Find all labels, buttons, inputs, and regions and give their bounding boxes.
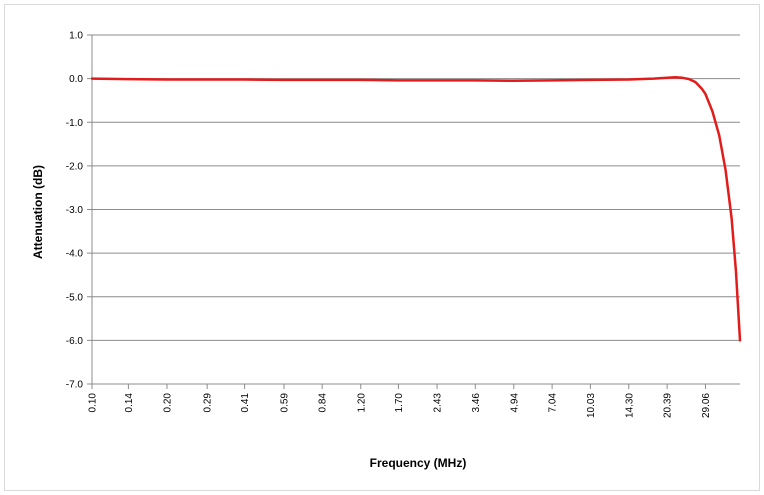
x-tick-label: 1.20: [356, 393, 367, 413]
y-tick-label: -3.0: [66, 205, 84, 216]
x-tick-label: 29.06: [701, 393, 712, 418]
x-tick-label: 0.84: [318, 393, 329, 413]
x-tick-label: 10.03: [586, 393, 597, 418]
y-tick-label: -2.0: [66, 161, 84, 172]
x-tick-label: 2.43: [433, 393, 444, 413]
x-tick-label: 20.39: [663, 393, 674, 418]
y-tick-label: 1.0: [69, 31, 83, 42]
x-tick-label: 0.20: [162, 393, 173, 413]
x-tick-label: 0.59: [279, 393, 290, 413]
x-tick-label: 0.10: [88, 393, 99, 413]
chart-frame: [4, 4, 760, 491]
x-axis-title: Frequency (MHz): [370, 456, 467, 470]
x-tick-label: 4.94: [509, 393, 520, 413]
x-tick-label: 7.04: [548, 393, 559, 413]
y-tick-label: -7.0: [66, 380, 84, 391]
y-tick-label: -6.0: [66, 336, 84, 347]
x-tick-label: 0.29: [203, 393, 214, 413]
x-tick-label: 3.46: [471, 393, 482, 413]
x-tick-label: 1.70: [394, 393, 405, 413]
x-tick-label: 14.30: [624, 393, 635, 418]
y-tick-label: -5.0: [66, 292, 84, 303]
x-tick-label: 0.41: [240, 393, 251, 413]
y-tick-label: -1.0: [66, 118, 84, 129]
y-axis-title: Attenuation (dB): [31, 165, 45, 259]
x-tick-label: 0.14: [124, 393, 135, 413]
y-tick-label: -4.0: [66, 249, 84, 260]
attenuation-series-line: [90, 76, 742, 342]
y-tick-label: 0.0: [69, 74, 83, 85]
